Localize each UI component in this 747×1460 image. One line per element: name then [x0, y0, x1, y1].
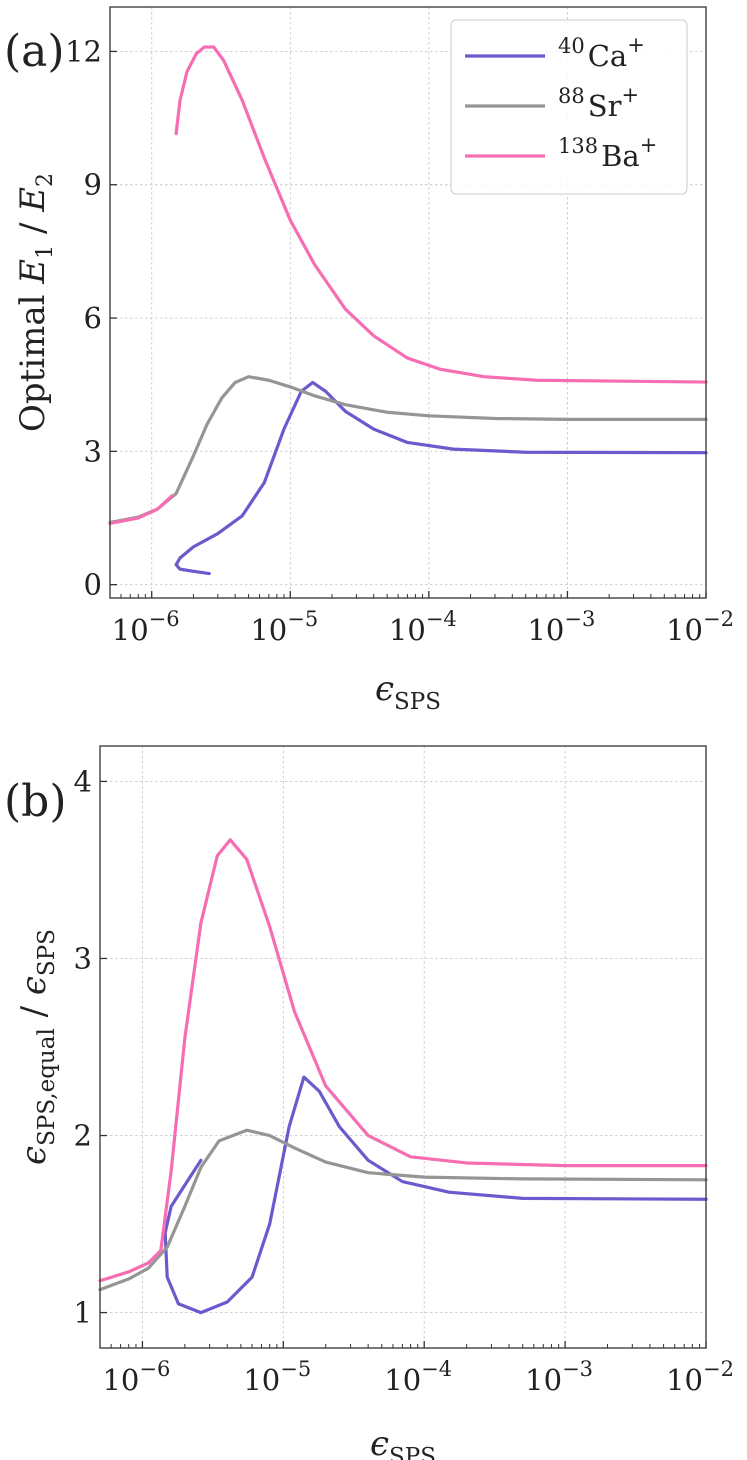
panel-a-ytick-label-0: 0 [84, 568, 102, 602]
panel-a-xtick-label-4: 10−2 [666, 607, 734, 647]
panel-b-series-sr-1 [98, 1128, 708, 1292]
panel-a-xtick-label-2: 10−4 [389, 607, 457, 647]
panel-a-series-ca-0 [174, 380, 708, 576]
panel-a-ytick-label-1: 3 [84, 434, 102, 468]
panel-b-xtick-label-1: 10−5 [243, 1357, 311, 1397]
legend-box [450, 19, 688, 195]
panel-a-legend: 40 Ca+ 88 Sr+ 138 Ba+ [450, 19, 688, 195]
panel-b-series-ca-0 [163, 1075, 708, 1315]
panel-a-ytick-label-3: 9 [84, 168, 102, 202]
panel-b-ytick-label-2: 3 [74, 941, 92, 975]
panel-a-axes-frame [109, 6, 707, 599]
panel-b-series-ba-2 [98, 838, 708, 1283]
legend-label-ba: 138 Ba+ [558, 133, 657, 173]
panel-b-axes-frame [99, 745, 707, 1349]
panel-b-xtick-label-3: 10−3 [525, 1357, 593, 1397]
panel-a-y-axis-label: Optimal E1 / E2 [13, 173, 58, 432]
panel-b-ytick-label-3: 4 [74, 764, 92, 798]
panel-b-label: (b) [4, 776, 67, 827]
panel-b-ytick-label-1: 2 [74, 1119, 92, 1153]
panel-a-x-axis-label: ϵSPS [375, 669, 441, 715]
panel-b-ytick-label-0: 1 [74, 1296, 92, 1330]
panel-a-chart: 10−6 10−5 10−4 10−3 10−2 0 3 6 9 12(a) ϵSPS Optimal… [4, 6, 734, 715]
panel-a-xtick-label-0: 10−6 [112, 607, 180, 647]
panel-a-series-sr-1 [108, 375, 708, 525]
panel-b-y-axis-label: ϵSPS,equal / ϵSPS [14, 929, 60, 1165]
panel-a-label: (a) [4, 26, 65, 77]
panel-b-xtick-label-4: 10−2 [666, 1357, 734, 1397]
panel-a-series-ba-3 [174, 45, 708, 384]
panel-b-x-axis-label: ϵSPS [370, 1424, 436, 1460]
panel-a-series-ba-2 [108, 494, 174, 525]
panel-b-xtick-label-2: 10−4 [384, 1357, 452, 1397]
panel-b-chart: 10−6 10−5 10−4 10−3 10−2 1 2 3 4(b) ϵSPS ϵSPS,equa… [4, 745, 734, 1460]
legend-label-sr: 88 Sr+ [558, 83, 639, 123]
panel-a-ytick-label-2: 6 [84, 301, 102, 335]
legend-label-ca: 40 Ca+ [558, 33, 645, 73]
panel-a-ytick-label-4: 12 [65, 34, 102, 68]
panel-a-xtick-label-3: 10−3 [527, 607, 595, 647]
panel-a-xtick-label-1: 10−5 [250, 607, 318, 647]
panel-b-xtick-label-0: 10−6 [102, 1357, 170, 1397]
